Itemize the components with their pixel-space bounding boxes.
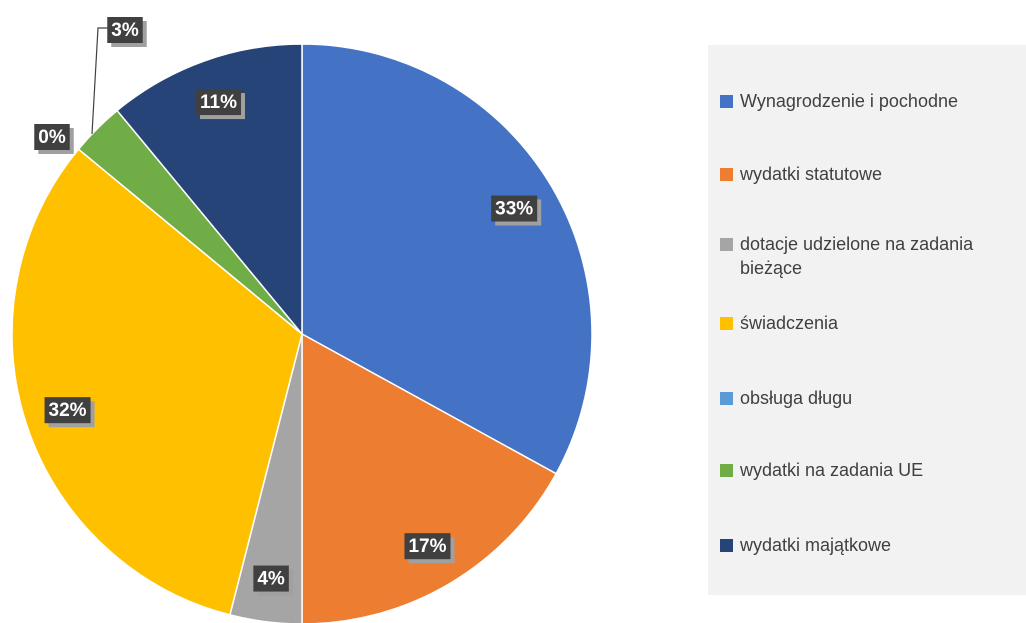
label-box [253,565,289,592]
legend-label: wydatki na zadania UE [740,460,924,480]
legend-swatch [720,317,733,330]
data-label: 17% [408,536,446,557]
pie-slice [11,148,303,616]
data-label: 32% [49,400,87,421]
label-box [44,397,91,424]
legend-swatch [720,539,733,552]
data-label: 33% [495,199,533,220]
legend-label: wydatki majątkowe [740,535,892,555]
label-box [34,124,70,150]
pie-slice [301,43,593,475]
legend-item: wydatki statutowe [720,162,1026,186]
data-label-group: 17% [404,533,455,564]
data-label: 0% [38,127,66,148]
label-box [196,89,241,116]
legend-item: świadczenia [720,311,1026,335]
legend-swatch [720,392,733,405]
legend-item: dotacje udzielone na zadania bieżące [720,232,1026,280]
data-label-group: 32% [44,397,95,428]
data-label: 11% [200,92,237,113]
data-label-group: 3% [107,17,147,47]
legend-item: wydatki na zadania UE [720,458,1026,482]
data-label: 4% [257,569,285,590]
legend-item: wydatki majątkowe [720,533,1026,557]
legend-label: dotacje udzielone na zadania bieżące [740,234,974,278]
pie-slice [301,332,558,623]
legend-label: Wynagrodzenie i pochodne [740,91,958,111]
pie-slice [116,43,303,337]
chart: 33% 17% 4% 32% 0% 3% 11% [11,17,593,623]
legend-swatch [720,464,733,477]
legend-label: wydatki statutowe [740,164,883,184]
data-label-group: 0% [34,124,74,154]
data-label-group: 4% [253,565,293,596]
legend-label: obsługa długu [740,388,853,408]
legend-label: świadczenia [740,313,839,333]
leader-line [91,27,108,135]
data-label-group: 33% [491,195,542,226]
data-label: 3% [111,20,139,41]
legend-swatch [720,238,733,251]
legend-item: obsługa długu [720,386,1026,410]
legend-item: Wynagrodzenie i pochodne [720,89,1026,113]
legend: Wynagrodzenie i pochodne wydatki statutow… [708,45,1026,595]
data-label-group: 11% [196,89,245,120]
legend-swatch [720,168,733,181]
label-box [491,195,538,222]
legend-swatch [720,95,733,108]
label-box [107,17,143,43]
label-box [404,533,451,560]
